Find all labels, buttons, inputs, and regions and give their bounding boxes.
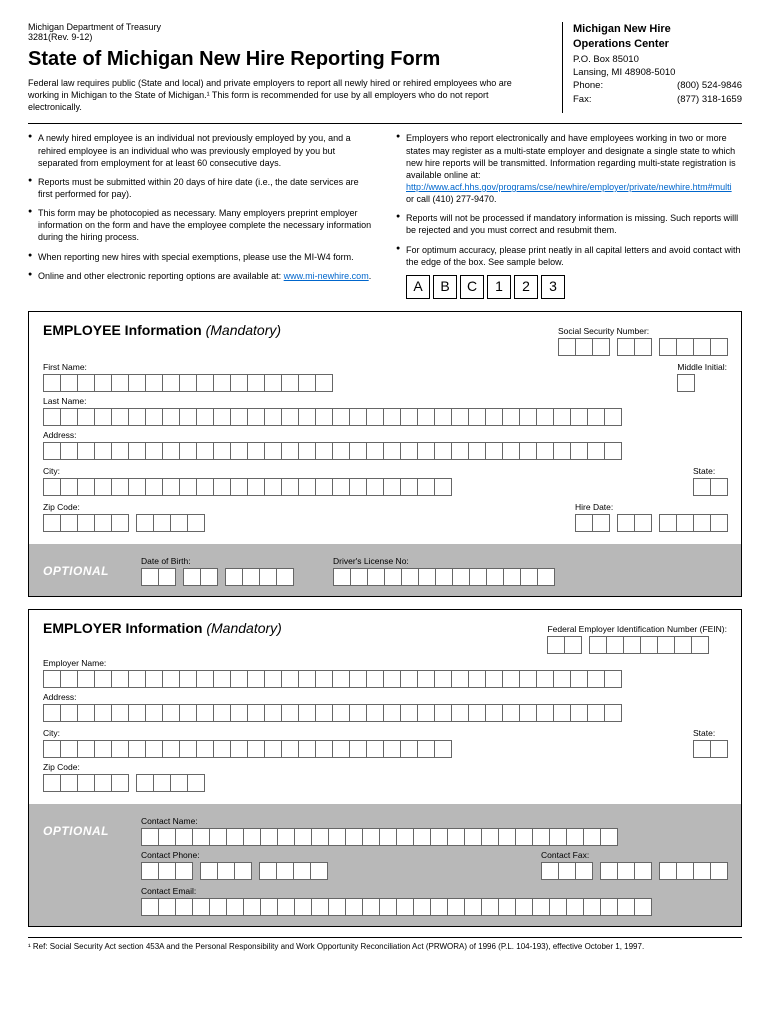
bullet-item: When reporting new hires with special ex…	[28, 251, 374, 263]
hire-date-label: Hire Date:	[575, 502, 727, 512]
dob-boxes[interactable]	[141, 568, 293, 586]
sample-box: 1	[487, 275, 511, 299]
ssn-boxes[interactable]	[558, 338, 727, 356]
bullet-item: A newly hired employee is an individual …	[28, 132, 374, 168]
contact-phone-boxes[interactable]	[141, 862, 327, 880]
fein-boxes[interactable]	[547, 636, 727, 654]
contact-city: Lansing, MI 48908-5010	[573, 66, 742, 79]
emp-city-boxes[interactable]	[43, 478, 673, 496]
header-left: Michigan Department of Treasury 3281(Rev…	[28, 22, 562, 113]
last-name-boxes[interactable]	[43, 408, 727, 426]
bullets-right: Employers who report electronically and …	[396, 132, 742, 298]
middle-boxes[interactable]	[677, 374, 727, 392]
emp-address-boxes[interactable]	[43, 442, 727, 460]
fax-label: Fax:	[573, 93, 591, 106]
emp-city-label: City:	[43, 466, 673, 476]
emp-state-boxes[interactable]	[693, 478, 727, 496]
sample-box: A	[406, 275, 430, 299]
bullets: A newly hired employee is an individual …	[28, 132, 742, 298]
emp-state-label: State:	[693, 466, 727, 476]
form-number: 3281(Rev. 9-12)	[28, 32, 562, 42]
header: Michigan Department of Treasury 3281(Rev…	[28, 22, 742, 113]
sample-box: B	[433, 275, 457, 299]
sample-box: 3	[541, 275, 565, 299]
employer-heading: EMPLOYER Information (Mandatory)	[43, 620, 282, 636]
sample-box: 2	[514, 275, 538, 299]
bullet-item: Reports must be submitted within 20 days…	[28, 176, 374, 200]
last-name-label: Last Name:	[43, 396, 727, 406]
employee-heading: EMPLOYEE Information (Mandatory)	[43, 322, 281, 338]
phone-value: (800) 524-9846	[677, 79, 742, 92]
employer-zip-label: Zip Code:	[43, 762, 727, 772]
employer-address-boxes[interactable]	[43, 704, 727, 722]
page-title: State of Michigan New Hire Reporting For…	[28, 48, 562, 71]
dept-line: Michigan Department of Treasury	[28, 22, 562, 32]
dob-label: Date of Birth:	[141, 556, 293, 566]
link-mi-newhire[interactable]: www.mi-newhire.com	[284, 271, 369, 281]
emp-zip-label: Zip Code:	[43, 502, 204, 512]
employer-heading-text: EMPLOYER Information	[43, 620, 202, 636]
contact-po: P.O. Box 85010	[573, 53, 742, 66]
separator	[28, 123, 742, 124]
contact-title1: Michigan New Hire	[573, 22, 742, 37]
hire-date-boxes[interactable]	[575, 514, 727, 532]
employee-mandatory: (Mandatory)	[206, 322, 281, 338]
phone-label: Phone:	[573, 79, 603, 92]
contact-title2: Operations Center	[573, 37, 742, 52]
contact-email-boxes[interactable]	[141, 898, 727, 916]
bullets-left: A newly hired employee is an individual …	[28, 132, 374, 298]
employer-state-label: State:	[693, 728, 727, 738]
contact-block: Michigan New Hire Operations Center P.O.…	[562, 22, 742, 113]
employer-name-boxes[interactable]	[43, 670, 727, 688]
employee-section: EMPLOYEE Information (Mandatory) Social …	[28, 311, 742, 597]
contact-fax-label: Contact Fax:	[541, 850, 727, 860]
first-name-boxes[interactable]	[43, 374, 657, 392]
employer-optional: OPTIONAL Contact Name: Contact Phone: Co…	[29, 804, 741, 926]
intro-text: Federal law requires public (State and l…	[28, 77, 538, 113]
employer-city-label: City:	[43, 728, 673, 738]
fein-field: Federal Employer Identification Number (…	[547, 620, 727, 654]
employer-state-boxes[interactable]	[693, 740, 727, 758]
middle-label: Middle Initial:	[677, 362, 727, 372]
employer-section: EMPLOYER Information (Mandatory) Federal…	[28, 609, 742, 927]
employer-zip-boxes[interactable]	[43, 774, 727, 792]
ssn-label: Social Security Number:	[558, 326, 727, 336]
optional-label2: OPTIONAL	[43, 812, 123, 838]
dl-boxes[interactable]	[333, 568, 554, 586]
emp-address-label: Address:	[43, 430, 727, 440]
fein-label: Federal Employer Identification Number (…	[547, 624, 727, 634]
employer-address-label: Address:	[43, 692, 727, 702]
contact-name-label: Contact Name:	[141, 816, 727, 826]
fax-value: (877) 318-1659	[677, 93, 742, 106]
bullet-item: Reports will not be processed if mandato…	[396, 212, 742, 236]
employee-optional: OPTIONAL Date of Birth: Driver's License…	[29, 544, 741, 596]
sample-boxes: ABC123	[406, 275, 742, 299]
ssn-field: Social Security Number:	[558, 322, 727, 356]
footnote: ¹ Ref: Social Security Act section 453A …	[28, 937, 742, 951]
optional-label: OPTIONAL	[43, 552, 123, 578]
bullet-item: For optimum accuracy, please print neatl…	[396, 244, 742, 268]
contact-phone-label: Contact Phone:	[141, 850, 327, 860]
link-acf[interactable]: http://www.acf.hhs.gov/programs/cse/newh…	[406, 182, 732, 192]
employer-name-label: Employer Name:	[43, 658, 727, 668]
emp-zip-boxes[interactable]	[43, 514, 204, 532]
first-name-label: First Name:	[43, 362, 657, 372]
contact-fax-boxes[interactable]	[541, 862, 727, 880]
bullet-item: Online and other electronic reporting op…	[28, 270, 374, 282]
employer-mandatory: (Mandatory)	[206, 620, 281, 636]
contact-name-boxes[interactable]	[141, 828, 727, 846]
bullet-item: Employers who report electronically and …	[396, 132, 742, 205]
employer-city-boxes[interactable]	[43, 740, 673, 758]
employee-heading-text: EMPLOYEE Information	[43, 322, 202, 338]
bullet-item: This form may be photocopied as necessar…	[28, 207, 374, 243]
contact-email-label: Contact Email:	[141, 886, 727, 896]
dl-label: Driver's License No:	[333, 556, 554, 566]
sample-box: C	[460, 275, 484, 299]
